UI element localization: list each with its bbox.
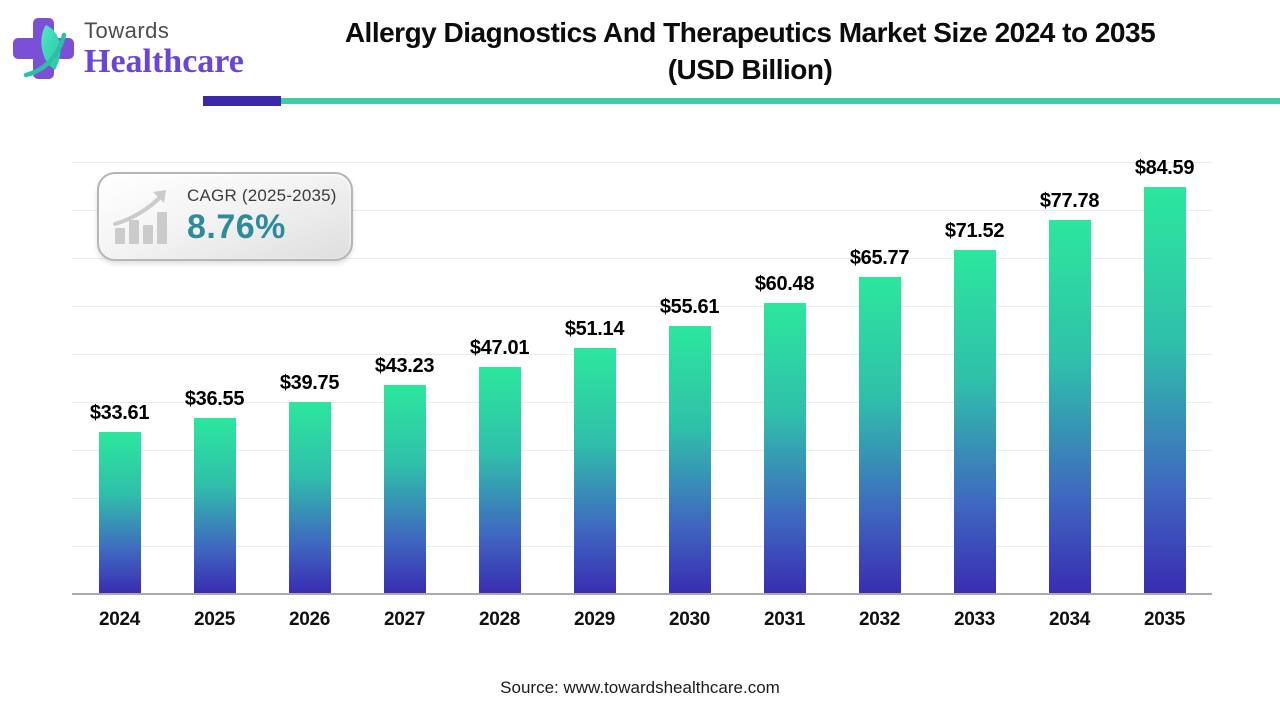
- gridline: [72, 402, 1212, 403]
- growth-chart-icon: [113, 189, 167, 244]
- x-axis: 2024 2025 2026 2027 2028 2029 2030 2031 2032 2033…: [72, 609, 1212, 631]
- gridline: [72, 498, 1212, 499]
- bar-group: $65.77: [832, 247, 927, 593]
- bar: [858, 277, 901, 593]
- chart-title: Allergy Diagnostics And Therapeutics Mar…: [250, 14, 1250, 88]
- healthcare-cross-leaf-icon: [13, 18, 74, 79]
- bar-value-label: $55.61: [659, 296, 720, 318]
- bar-value-label: $47.01: [469, 337, 530, 359]
- bar-value-label: $43.23: [374, 355, 435, 377]
- x-axis-label: 2025: [193, 609, 236, 630]
- bar: [668, 326, 711, 593]
- bar: [383, 385, 426, 593]
- bar-value-label: $65.77: [849, 247, 910, 269]
- divider-purple-segment: [203, 95, 281, 106]
- divider-teal-segment: [281, 97, 1280, 104]
- brand-logo-text: Towards Healthcare: [84, 17, 244, 80]
- gridline: [72, 162, 1212, 163]
- logo-towards-text: Towards: [84, 17, 170, 43]
- gridline: [72, 306, 1212, 307]
- x-axis-label: 2029: [573, 609, 616, 630]
- x-axis-label: 2035: [1143, 609, 1186, 630]
- bar-value-label: $39.75: [279, 372, 340, 394]
- bar: [98, 432, 141, 593]
- bar-group: $43.23: [357, 355, 452, 593]
- bar: [193, 418, 236, 593]
- bar-value-label: $36.55: [184, 388, 245, 410]
- bar-group: $51.14: [547, 318, 642, 593]
- bar-group: $39.75: [262, 372, 357, 593]
- bar-value-label: $60.48: [754, 273, 815, 295]
- bar-value-label: $33.61: [89, 402, 150, 424]
- x-axis-label: 2032: [858, 609, 901, 630]
- bar-group: $84.59: [1117, 157, 1212, 593]
- gridline: [72, 210, 1212, 211]
- x-axis-label: 2034: [1048, 609, 1091, 630]
- bar-value-label: $84.59: [1134, 157, 1195, 179]
- plot-area: $33.61 $36.55 $39.75 $43.23 $47.01 $51.14 $55.…: [72, 139, 1212, 595]
- gridline: [72, 258, 1212, 259]
- bar-group: $55.61: [642, 296, 737, 593]
- brand-logo: Towards Healthcare: [12, 14, 244, 84]
- x-axis-label: 2028: [478, 609, 521, 630]
- bar: [478, 367, 521, 593]
- gridline: [72, 546, 1212, 547]
- bar-group: $47.01: [452, 337, 547, 593]
- x-axis-label: 2027: [383, 609, 426, 630]
- logo-healthcare-text: Healthcare: [84, 42, 244, 80]
- bar-value-label: $51.14: [564, 318, 625, 340]
- bar: [288, 402, 331, 593]
- x-axis-label: 2030: [668, 609, 711, 630]
- bar-value-label: $71.52: [944, 220, 1005, 242]
- bar: [953, 250, 996, 593]
- bar-group: $77.78: [1022, 190, 1117, 593]
- bar-chart: $33.61 $36.55 $39.75 $43.23 $47.01 $51.14 $55.…: [72, 139, 1212, 630]
- x-axis-label: 2031: [763, 609, 806, 630]
- gridline: [72, 450, 1212, 451]
- chart-title-line2: (USD Billion): [667, 54, 833, 85]
- bar: [1048, 220, 1091, 593]
- x-axis-label: 2033: [953, 609, 996, 630]
- header-divider: [203, 95, 1280, 106]
- cagr-text: CAGR (2025-2035) 8.76%: [187, 186, 337, 247]
- gridline: [72, 354, 1212, 355]
- bar: [763, 303, 806, 593]
- bar-group: $33.61: [72, 402, 167, 593]
- cagr-badge: CAGR (2025-2035) 8.76%: [97, 172, 353, 261]
- bar-group: $71.52: [927, 220, 1022, 593]
- chart-title-line1: Allergy Diagnostics And Therapeutics Mar…: [344, 17, 1156, 48]
- source-note: Source: www.towardshealthcare.com: [500, 678, 780, 697]
- bar: [573, 348, 616, 593]
- x-axis-label: 2026: [288, 609, 331, 630]
- bar-value-label: $77.78: [1039, 190, 1100, 212]
- cagr-value: 8.76%: [187, 208, 286, 246]
- cagr-label: CAGR (2025-2035): [187, 186, 337, 205]
- bar-group: $60.48: [737, 273, 832, 593]
- bar-group: $36.55: [167, 388, 262, 593]
- bar: [1143, 187, 1186, 593]
- x-axis-label: 2024: [98, 609, 141, 630]
